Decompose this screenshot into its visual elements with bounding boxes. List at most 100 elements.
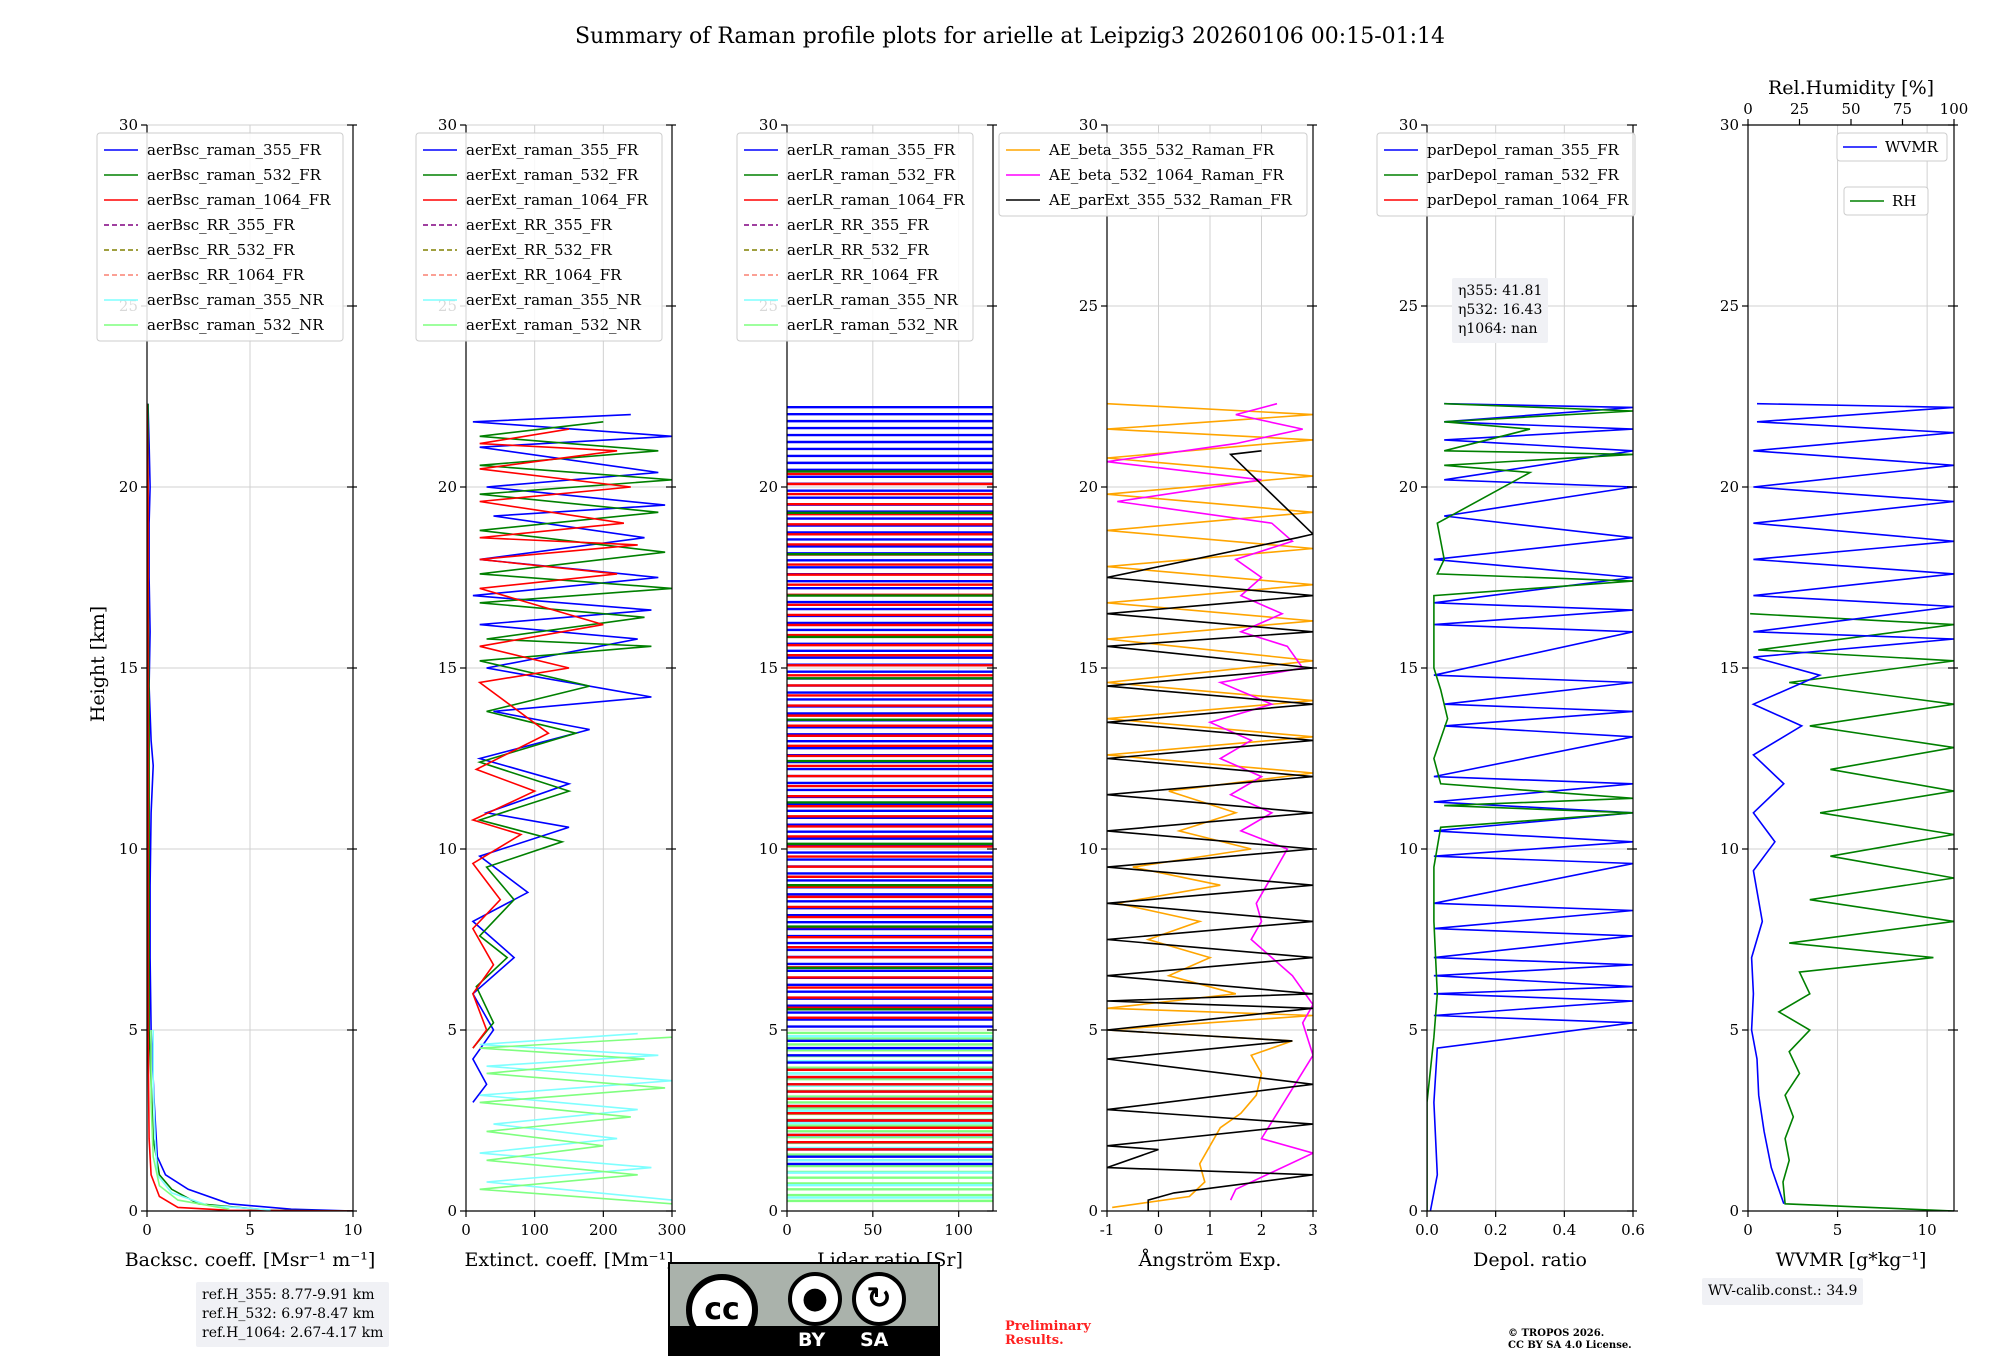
xtick-label-wv: 0: [1743, 1221, 1753, 1239]
ref-h-532: ref.H_532: 6.97-8.47 km: [202, 1306, 375, 1322]
xtick-label-depol: 0.6: [1621, 1221, 1645, 1239]
wv-calibration-box: WV-calib.const.: 34.9: [1702, 1278, 1864, 1305]
legend-label-aerLR_RR_1064_FR: aerLR_RR_1064_FR: [787, 266, 939, 284]
legend-label-WVMR: WVMR: [1885, 138, 1939, 156]
badge-by: BY: [798, 1329, 826, 1351]
legend-label-RH: RH: [1892, 192, 1916, 210]
legend-label-aerBsc_raman_1064_FR: aerBsc_raman_1064_FR: [147, 191, 331, 209]
xtick-label-lr: 50: [863, 1221, 882, 1239]
top-xlabel-wv: Rel.Humidity [%]: [1768, 77, 1934, 99]
ytick-label-depol: 20: [1399, 478, 1418, 496]
ytick-label-depol: 5: [1408, 1021, 1418, 1039]
xtick-label-ae: 1: [1205, 1221, 1215, 1239]
series-AE_beta_532_1064_Raman_FR: [1107, 402, 1313, 1201]
legend-box-bsc: [96, 132, 344, 342]
eta-355: η355: 41.81: [1458, 283, 1543, 299]
ytick-label-bsc: 30: [119, 116, 138, 134]
preliminary-line-2: Results.: [1005, 1333, 1064, 1348]
xtick-label-ext: 200: [589, 1221, 618, 1239]
legend-box-lr: [736, 132, 974, 342]
ytick-label-ae: 15: [1079, 659, 1098, 677]
ytick-label-lr: 20: [759, 478, 778, 496]
series-aerBsc_raman_1064_FR: [147, 403, 353, 1211]
ytick-label-ext: 10: [438, 840, 457, 858]
ytick-label-ae: 25: [1079, 297, 1098, 315]
series-aerExt_raman_355_NR: [479, 1032, 672, 1201]
legend-label-aerExt_RR_532_FR: aerExt_RR_532_FR: [466, 241, 613, 259]
legend-box-ext: [415, 132, 663, 342]
y-axis-label: Height [km]: [87, 606, 109, 722]
legend-label-parDepol_raman_532_FR: parDepol_raman_532_FR: [1427, 166, 1620, 184]
ytick-label-wv: 30: [1720, 116, 1739, 134]
wv-calib-const: WV-calib.const.: 34.9: [1708, 1283, 1858, 1299]
ytick-label-ext: 15: [438, 659, 457, 677]
ref-h-1064: ref.H_1064: 2.67-4.17 km: [202, 1325, 384, 1341]
legend-label-aerBsc_RR_355_FR: aerBsc_RR_355_FR: [147, 216, 295, 234]
legend-label-aerBsc_raman_532_NR: aerBsc_raman_532_NR: [147, 316, 324, 334]
data-ext: [470, 413, 672, 1205]
copyright-line-2: CC BY SA 4.0 License.: [1508, 1340, 1632, 1351]
top-xtick-label-wv: 100: [1940, 100, 1969, 118]
xlabel-ae: Ångström Exp.: [1138, 1249, 1282, 1271]
ytick-label-wv: 25: [1720, 297, 1739, 315]
legend-box-depol: [1376, 132, 1636, 217]
xtick-label-ae: 0: [1154, 1221, 1164, 1239]
xtick-label-lr: 0: [782, 1221, 792, 1239]
ytick-label-lr: 0: [768, 1202, 778, 1220]
panel-depol: 0 5 10 15 20 25 30 0.0 0.2 0.4 0.6 Depol. ratio parD…: [1376, 116, 1645, 1271]
ytick-label-depol: 25: [1399, 297, 1418, 315]
legend-box-wvmr: [1836, 132, 1948, 162]
figure-title: Summary of Raman profile plots for ariel…: [575, 24, 1445, 49]
ytick-label-bsc: 0: [128, 1202, 138, 1220]
top-xtick-label-wv: 25: [1790, 100, 1809, 118]
ytick-label-bsc: 15: [119, 659, 138, 677]
top-xtick-label-wv: 0: [1743, 100, 1753, 118]
ytick-label-depol: 30: [1399, 116, 1418, 134]
xtick-label-depol: 0.2: [1484, 1221, 1508, 1239]
legend-label-aerExt_raman_532_NR: aerExt_raman_532_NR: [466, 316, 642, 334]
series-aerExt_raman_1064_FR: [470, 428, 638, 1049]
data-depol: [1427, 402, 1633, 1211]
ytick-label-ae: 5: [1088, 1021, 1098, 1039]
panel-bsc: 0510152025300510Backsc. coeff. [Msr⁻¹ m⁻…: [96, 116, 375, 1271]
xtick-label-ext: 0: [461, 1221, 471, 1239]
legend-label-AE_beta_355_532_Raman_FR: AE_beta_355_532_Raman_FR: [1048, 141, 1275, 159]
legend-box-rh: [1843, 186, 1929, 216]
legend-label-AE_parExt_355_532_Raman_FR: AE_parExt_355_532_Raman_FR: [1048, 191, 1293, 209]
series-parDepol_raman_532_FR: [1427, 402, 1633, 1211]
ytick-label-ae: 20: [1079, 478, 1098, 496]
badge-sa: SA: [860, 1329, 889, 1351]
copyright-line-1: © TROPOS 2026.: [1508, 1328, 1605, 1339]
legend-label-aerLR_raman_355_NR: aerLR_raman_355_NR: [787, 291, 958, 309]
series-aerExt_raman_532_FR: [472, 421, 672, 1049]
ytick-label-lr: 5: [768, 1021, 778, 1039]
xtick-label-wv: 10: [1918, 1221, 1937, 1239]
panel-ext: 0510152025300100200300Extinct. coeff. [M…: [415, 116, 686, 1271]
top-xtick-label-wv: 75: [1893, 100, 1912, 118]
legend-label-parDepol_raman_1064_FR: parDepol_raman_1064_FR: [1427, 191, 1629, 209]
ytick-label-bsc: 10: [119, 840, 138, 858]
series-RH: [1750, 612, 1954, 1211]
legend-label-aerLR_RR_355_FR: aerLR_RR_355_FR: [787, 216, 929, 234]
ytick-label-depol: 15: [1399, 659, 1418, 677]
legend-label-aerExt_raman_1064_FR: aerExt_raman_1064_FR: [466, 191, 648, 209]
legend-label-aerExt_RR_1064_FR: aerExt_RR_1064_FR: [466, 266, 622, 284]
ytick-label-ext: 30: [438, 116, 457, 134]
legend-label-aerExt_RR_355_FR: aerExt_RR_355_FR: [466, 216, 613, 234]
legend-label-aerBsc_raman_532_FR: aerBsc_raman_532_FR: [147, 166, 322, 184]
eta-532: η532: 16.43: [1458, 302, 1543, 318]
xlabel-wv: WVMR [g*kg⁻¹]: [1776, 1249, 1927, 1271]
xtick-label-ae: 3: [1308, 1221, 1318, 1239]
legend-label-aerLR_raman_1064_FR: aerLR_raman_1064_FR: [787, 191, 965, 209]
series-aerExt_raman_355_FR: [471, 413, 672, 1103]
series-aerBsc_raman_355_NR: [152, 1030, 271, 1211]
ref-h-355: ref.H_355: 8.77-9.91 km: [202, 1287, 375, 1303]
ytick-label-wv: 10: [1720, 840, 1739, 858]
ytick-label-ext: 0: [447, 1202, 457, 1220]
legend-label-aerLR_raman_532_NR: aerLR_raman_532_NR: [787, 316, 958, 334]
cc-license-badge: cc ● ↻ BY SA: [668, 1262, 940, 1356]
reference-height-box: ref.H_355: 8.77-9.91 km ref.H_532: 6.97-…: [196, 1282, 390, 1347]
